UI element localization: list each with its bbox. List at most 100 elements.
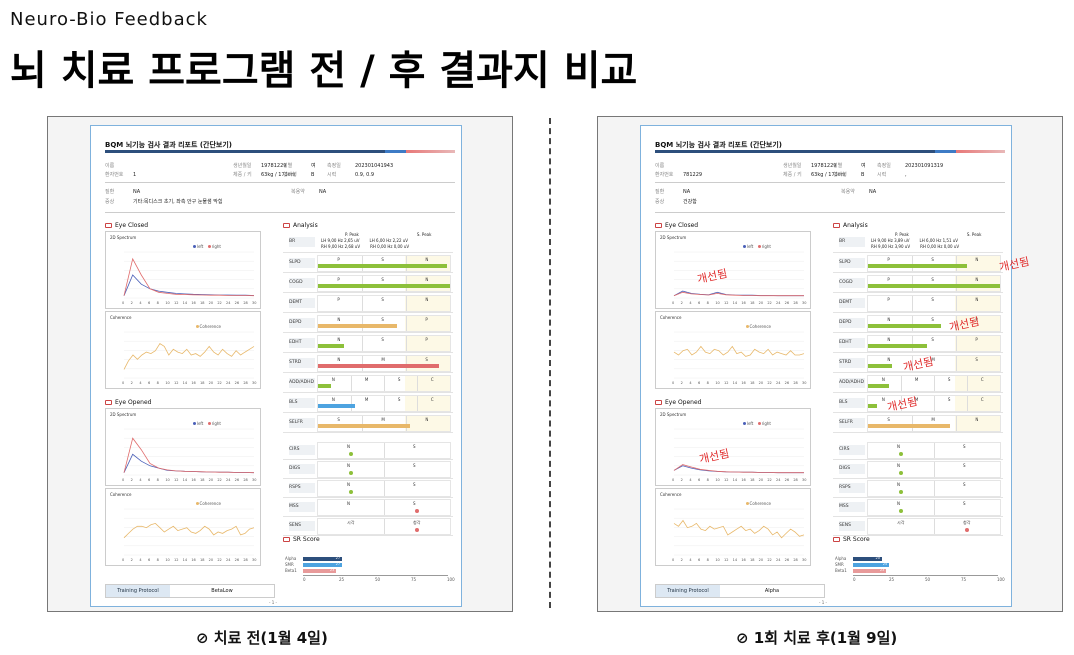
- scale-separator: [362, 416, 363, 431]
- left-series: [123, 453, 255, 474]
- axis-tick-label: 28: [243, 301, 248, 305]
- result-dot: [349, 452, 354, 456]
- info-value: ,: [905, 172, 907, 178]
- axis-tick-label: 12: [724, 558, 729, 562]
- scale-tick-label: N: [425, 277, 429, 282]
- info-divider: [655, 212, 1005, 213]
- chart-icon: [283, 537, 290, 542]
- normal-zone: [955, 296, 1000, 311]
- coherence-closed-legend: Coherence: [195, 324, 224, 329]
- metric-row-depd: DEPD N S P: [283, 313, 453, 333]
- axis-tick-label: 28: [793, 381, 798, 385]
- left-legend-dot: [742, 245, 746, 248]
- scale-separator: [384, 519, 385, 534]
- info-label: 질환: [655, 189, 665, 195]
- sr-axis-label: 75: [411, 577, 417, 582]
- scale-separator: [362, 356, 363, 371]
- eye-opened-heading: Eye Opened: [655, 399, 701, 406]
- scale-separator: [384, 396, 385, 411]
- axis-tick-label: 24: [776, 558, 781, 562]
- scale-tick-label: S: [931, 297, 934, 302]
- chart-icon: [833, 223, 840, 228]
- right-series: [123, 437, 255, 474]
- scale-separator: [956, 296, 957, 311]
- sr-label: Beta1: [285, 568, 297, 573]
- info-label: 복용약: [841, 189, 855, 195]
- info-value: 781229: [683, 172, 703, 178]
- s-peak-label: S. Peak: [416, 232, 432, 237]
- sr-score-chart: Alpha 20 SMR 25 Beta1 23 0 25 50 75 100: [833, 548, 1005, 588]
- coherence-closed-plot: [673, 331, 805, 379]
- axis-tick-label: 20: [208, 301, 214, 305]
- scale-tick-label: P: [337, 277, 340, 282]
- scale-tick-label: N: [881, 397, 885, 402]
- spectrum-opened-plot: [123, 428, 255, 476]
- axis-tick-label: 10: [715, 301, 720, 305]
- scale-tick-label: S: [413, 463, 416, 468]
- metric-row-selfr: SELFR S M N: [283, 413, 453, 433]
- normal-zone: [955, 356, 1000, 371]
- sr-bar: 23: [853, 568, 887, 573]
- axis-tick-label: 30: [802, 301, 807, 305]
- sr-bar-value: 20: [875, 556, 880, 560]
- scale-tick-label: S: [381, 257, 384, 262]
- dot-row-mss: MSS N S: [283, 498, 453, 517]
- axis-tick-label: 12: [724, 301, 729, 305]
- scale-tick-label: M: [931, 357, 935, 362]
- axis-tick-label: 8: [706, 478, 709, 482]
- info-label: 시력: [877, 172, 887, 178]
- scale-tick-label: S: [931, 277, 934, 282]
- axis-tick-label: 20: [758, 301, 764, 305]
- scale-separator: [967, 376, 968, 391]
- axis-tick-label: 16: [191, 478, 196, 482]
- chart-icon: [283, 223, 290, 228]
- coherence-opened-panel-title: Coherence: [660, 492, 682, 497]
- scale-tick-label: S: [397, 397, 401, 402]
- info-field: 복용약 NA: [291, 188, 326, 195]
- axis-tick-label: 2: [130, 301, 133, 305]
- axis-tick-label: 2: [680, 381, 683, 385]
- axis-tick-label: 4: [689, 558, 692, 562]
- chart-icon: [655, 223, 662, 228]
- br-values: P. Peak S. Peak LH 9,00 Hz 2,65 uV LH 6,00 …: [321, 232, 431, 250]
- info-field: 성별 여: [283, 162, 316, 169]
- report-after: BQM 뇌기능 검사 결과 리포트 (간단보기) 이름 생년월일 19781229 성별…: [640, 125, 1030, 607]
- result-dot: [899, 452, 904, 456]
- eye-opened-heading: Eye Opened: [105, 399, 151, 406]
- chart-icon: [833, 537, 840, 542]
- axis-tick-label: 16: [191, 301, 196, 305]
- metric-bar: [868, 264, 967, 268]
- br-lh-values: RH 9,00 Hz 3,90 uV: [871, 244, 911, 249]
- scale-separator: [406, 256, 407, 271]
- scale-separator: [384, 481, 385, 496]
- sr-axis-label: 25: [889, 577, 895, 582]
- axis-tick-label: 10: [715, 558, 720, 562]
- br-row: BR P. Peak S. Peak LH 9,00 Hz 2,65 uV LH 6,0…: [283, 231, 453, 253]
- scale-separator: [384, 462, 385, 477]
- eye-closed-heading: Eye Closed: [105, 222, 148, 229]
- axis-tick-label: 0: [672, 381, 675, 385]
- normal-zone: [405, 296, 450, 311]
- sr-bar: 27: [303, 556, 343, 561]
- axis-tick-label: 30: [802, 381, 807, 385]
- coherence-series: [673, 345, 805, 357]
- info-field: 증상 기타:목디스크 초기, 좌측 안구 눈물샘 막힘: [105, 198, 222, 205]
- axis-tick-label: 2: [680, 478, 683, 482]
- metric-label: SLPD: [839, 258, 865, 268]
- dot-label: SENS: [289, 521, 315, 531]
- scale-tick-label: P: [887, 297, 890, 302]
- br-line: P. Peak S. Peak: [321, 232, 431, 238]
- axis-tick-label: 2: [130, 558, 133, 562]
- sr-bar-value: 23: [329, 568, 335, 572]
- scale-tick-label: P: [337, 297, 340, 302]
- metric-row-slpd: SLPD P S N: [283, 253, 453, 273]
- axis-tick-label: 24: [226, 381, 231, 385]
- dot-row-cirs: CIRS N S: [283, 441, 453, 460]
- normal-zone: [955, 416, 1000, 431]
- br-lh-values: LH 9,00 Hz 3,89 uV: [871, 238, 910, 243]
- scale-tick-label: 시각: [897, 520, 905, 525]
